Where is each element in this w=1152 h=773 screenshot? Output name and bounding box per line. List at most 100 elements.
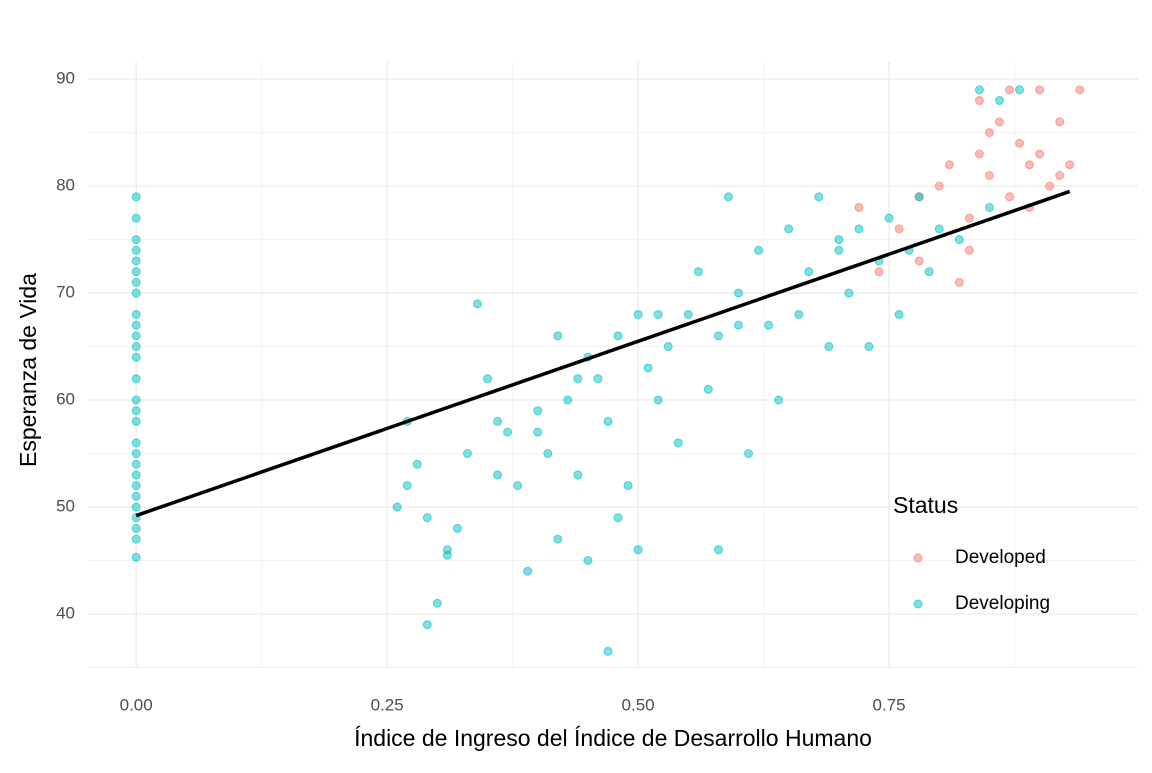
point (1015, 138, 1025, 148)
point (954, 277, 964, 287)
point (131, 235, 141, 245)
point (483, 374, 493, 384)
point (954, 235, 964, 245)
point (653, 395, 663, 405)
point (824, 342, 834, 352)
point (573, 374, 583, 384)
series (854, 85, 1085, 287)
point (131, 438, 141, 448)
legend-label: Developing (955, 593, 1050, 614)
point (1015, 85, 1025, 95)
point (131, 374, 141, 384)
legend-marker (913, 553, 923, 563)
point (1005, 85, 1015, 95)
point (513, 481, 523, 491)
trend-line (135, 189, 1071, 518)
point (914, 256, 924, 266)
point (583, 555, 593, 565)
point (543, 449, 553, 459)
y-tick-label: 50 (56, 496, 75, 515)
point (643, 363, 653, 373)
point (131, 523, 141, 533)
point (653, 309, 663, 319)
point (994, 117, 1004, 127)
point (131, 534, 141, 544)
point (131, 277, 141, 287)
point (974, 149, 984, 159)
point (974, 96, 984, 106)
point (974, 85, 984, 95)
point (131, 416, 141, 426)
point (131, 470, 141, 480)
point (964, 213, 974, 223)
point (964, 245, 974, 255)
point (392, 502, 402, 512)
point (533, 406, 543, 416)
point (131, 342, 141, 352)
x-axis-title: Índice de Ingreso del Índice de Desarrol… (354, 725, 872, 751)
point (663, 342, 673, 352)
point (1035, 149, 1045, 159)
point (894, 224, 904, 234)
point (854, 224, 864, 234)
y-tick-label: 70 (56, 283, 75, 302)
point (703, 384, 713, 394)
y-axis-title: Esperanza de Vida (15, 273, 41, 467)
point (633, 309, 643, 319)
point (131, 491, 141, 501)
point (131, 406, 141, 416)
point (1065, 160, 1075, 170)
grid (88, 62, 1138, 668)
point (814, 192, 824, 202)
point (764, 320, 774, 330)
x-tick-label: 0.00 (120, 695, 153, 714)
x-tick-label: 0.50 (622, 695, 655, 714)
point (834, 235, 844, 245)
point (794, 309, 804, 319)
x-tick-label: 0.25 (371, 695, 404, 714)
point (563, 395, 573, 405)
legend-marker (913, 599, 923, 609)
point (944, 160, 954, 170)
point (493, 416, 503, 426)
point (673, 438, 683, 448)
point (131, 192, 141, 202)
point (432, 598, 442, 608)
point (442, 550, 452, 560)
point (402, 481, 412, 491)
series (131, 85, 1025, 656)
point (1005, 192, 1015, 202)
point (131, 395, 141, 405)
y-tick-label: 40 (56, 603, 75, 622)
point (784, 224, 794, 234)
point (462, 449, 472, 459)
point (834, 245, 844, 255)
point (131, 459, 141, 469)
point (683, 309, 693, 319)
point (131, 352, 141, 362)
y-tick-label: 60 (56, 390, 75, 409)
point (503, 427, 513, 437)
point (553, 534, 563, 544)
point (934, 224, 944, 234)
y-tick-label: 80 (56, 176, 75, 195)
point (984, 128, 994, 138)
point (744, 449, 754, 459)
point (131, 213, 141, 223)
point (131, 267, 141, 277)
point (924, 267, 934, 277)
point (603, 646, 613, 656)
point (533, 427, 543, 437)
point (733, 320, 743, 330)
point (713, 331, 723, 341)
point (131, 481, 141, 491)
point (934, 181, 944, 191)
point (623, 481, 633, 491)
x-tick-label: 0.75 (873, 695, 906, 714)
point (593, 374, 603, 384)
point (754, 245, 764, 255)
point (573, 470, 583, 480)
point (984, 170, 994, 180)
point (131, 552, 141, 562)
y-tick-label: 90 (56, 69, 75, 88)
